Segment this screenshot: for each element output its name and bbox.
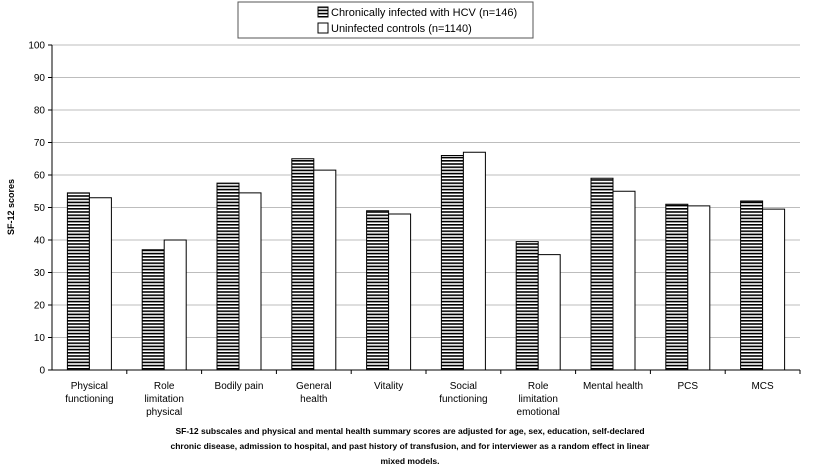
legend: Chronically infected with HCV (n=146) Un… [237, 1, 534, 39]
footnote-line: mixed models. [380, 456, 440, 466]
bar-hcv [66, 192, 90, 371]
footnote: SF-12 subscales and physical and mental … [40, 424, 780, 469]
bar-hcv [515, 241, 539, 371]
y-tick-label: 0 [39, 366, 45, 377]
category-label: Vitality [374, 381, 403, 392]
bar-hcv [141, 249, 165, 371]
category-label: MCS [751, 381, 774, 392]
y-tick-label: 40 [34, 236, 46, 247]
legend-label-hcv: Chronically infected with HCV (n=146) [331, 7, 517, 19]
bar-controls [687, 205, 711, 371]
bar-hcv [665, 203, 689, 371]
y-axis-label: SF-12 scores [6, 179, 16, 235]
legend-label-controls: Uninfected controls (n=1140) [331, 23, 472, 35]
category-label: Mental health [583, 381, 643, 392]
bar-chart: Chronically infected with HCV (n=146) Un… [6, 1, 801, 418]
category-label: Physical [71, 381, 108, 392]
bar-controls [313, 169, 337, 371]
category-label: limitation [518, 394, 557, 405]
bar-hcv [216, 182, 240, 371]
category-label: General [296, 381, 332, 392]
bars [66, 151, 786, 371]
legend-swatch-hcv [317, 6, 329, 18]
legend-box [237, 1, 534, 39]
category-label: Role [528, 381, 549, 392]
y-tick-label: 10 [34, 333, 46, 344]
bar-hcv [590, 177, 614, 371]
y-tick-label: 90 [34, 73, 46, 84]
y-tick-label: 80 [34, 106, 46, 117]
y-axis-ticks: 0 10 20 30 40 50 60 70 80 90 100 [28, 41, 52, 377]
category-label: Bodily pain [215, 381, 264, 392]
bar-controls [388, 213, 412, 371]
category-label: functioning [65, 394, 113, 405]
category-label: functioning [439, 394, 487, 405]
category-label: PCS [678, 381, 699, 392]
bar-hcv [291, 158, 315, 371]
bar-controls [88, 197, 112, 371]
bar-controls [238, 192, 262, 371]
category-label: emotional [517, 407, 560, 418]
y-tick-label: 100 [28, 41, 45, 52]
axes [51, 45, 801, 374]
bar-controls [762, 208, 786, 371]
category-label: limitation [144, 394, 183, 405]
y-tick-label: 60 [34, 171, 46, 182]
y-tick-label: 50 [34, 203, 46, 214]
category-label: Role [154, 381, 175, 392]
category-label: health [300, 394, 327, 405]
footnote-line: SF-12 subscales and physical and mental … [175, 426, 645, 436]
bar-controls [537, 254, 561, 371]
legend-swatch-controls [317, 22, 329, 34]
bar-controls [462, 151, 486, 371]
category-label: physical [146, 407, 182, 418]
bar-hcv [366, 210, 390, 371]
bar-controls [612, 190, 636, 371]
x-axis-categories: Physical functioning Role limitation physica… [65, 381, 774, 418]
bar-hcv [740, 200, 764, 371]
bar-controls [163, 239, 187, 371]
y-tick-label: 30 [34, 268, 46, 279]
category-label: Social [450, 381, 477, 392]
y-tick-label: 70 [34, 138, 46, 149]
y-tick-label: 20 [34, 301, 46, 312]
bar-hcv [440, 155, 464, 371]
footnote-line: chronic disease, admission to hospital, … [170, 441, 650, 451]
